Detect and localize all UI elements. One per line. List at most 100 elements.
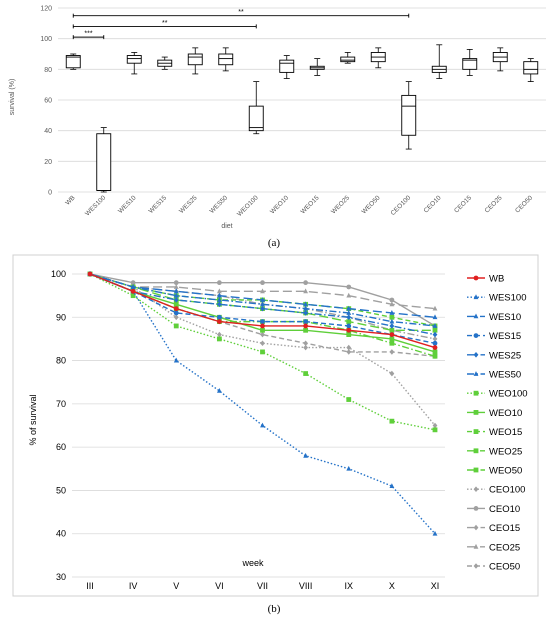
data-point bbox=[130, 288, 136, 294]
data-point bbox=[473, 524, 479, 531]
x-tick-label: III bbox=[86, 581, 94, 591]
y-tick-label: 40 bbox=[44, 128, 52, 135]
box-WES15 bbox=[157, 56, 173, 70]
data-point bbox=[303, 344, 309, 351]
data-point bbox=[473, 275, 479, 281]
data-point bbox=[216, 387, 222, 393]
data-point bbox=[432, 345, 438, 350]
y-tick-label: 30 bbox=[56, 572, 66, 582]
series-WB bbox=[87, 271, 438, 350]
data-point bbox=[303, 452, 309, 458]
data-point bbox=[389, 314, 395, 320]
data-point bbox=[216, 319, 222, 325]
y-tick-label: 120 bbox=[40, 6, 52, 13]
data-point bbox=[473, 486, 479, 492]
x-tick-label: CEO50 bbox=[514, 194, 534, 214]
legend-label: WES100 bbox=[489, 293, 527, 304]
legend-item-WES15: WES15 bbox=[467, 331, 521, 342]
y-tick-label: 80 bbox=[44, 67, 52, 74]
data-point bbox=[173, 314, 179, 321]
data-point bbox=[173, 280, 179, 286]
y-tick-label: 20 bbox=[44, 159, 52, 166]
data-point bbox=[260, 323, 265, 329]
series-line bbox=[89, 273, 436, 357]
box-iqr bbox=[523, 61, 539, 75]
data-point bbox=[130, 293, 136, 299]
significance-brackets: ******* bbox=[72, 9, 410, 40]
legend-label: CEO100 bbox=[489, 485, 525, 496]
y-tick-label: 100 bbox=[40, 36, 52, 43]
data-point bbox=[389, 301, 395, 307]
data-point bbox=[173, 292, 179, 298]
x-tick-label: CEO100 bbox=[390, 194, 413, 217]
legend-label: WEO10 bbox=[489, 408, 522, 419]
data-point bbox=[346, 292, 352, 298]
x-tick-label: CEO25 bbox=[484, 194, 504, 214]
data-point bbox=[473, 563, 479, 569]
legend-label: WES25 bbox=[489, 350, 521, 361]
x-tick-label: WEO100 bbox=[236, 194, 260, 218]
data-point bbox=[432, 305, 438, 311]
data-point bbox=[260, 349, 265, 355]
legend-item-WEO15: WEO15 bbox=[467, 427, 522, 438]
x-tick-label: XI bbox=[431, 581, 440, 591]
legend-item-CEO100: CEO100 bbox=[467, 485, 525, 496]
data-point bbox=[473, 506, 479, 511]
series-line bbox=[89, 273, 436, 344]
data-point bbox=[216, 331, 222, 338]
x-tick-label: V bbox=[173, 581, 179, 591]
legend-item-CEO50: CEO50 bbox=[467, 562, 520, 573]
line-chart-x-axis-label: week bbox=[241, 558, 264, 568]
data-point bbox=[346, 305, 352, 311]
legend-item-CEO10: CEO10 bbox=[467, 504, 520, 515]
legend-label: WEO100 bbox=[489, 389, 528, 400]
legend-label: WES15 bbox=[489, 331, 521, 342]
x-tick-label: VI bbox=[215, 581, 224, 591]
data-point bbox=[303, 310, 309, 316]
x-tick-label: WES100 bbox=[84, 194, 107, 217]
box-WEO10 bbox=[279, 55, 295, 79]
data-point bbox=[473, 429, 479, 434]
data-point bbox=[389, 340, 395, 346]
data-point bbox=[260, 340, 265, 347]
legend-item-CEO25: CEO25 bbox=[467, 542, 520, 553]
data-point bbox=[173, 297, 179, 303]
legend-item-WES100: WES100 bbox=[467, 293, 527, 304]
data-point bbox=[303, 280, 309, 286]
data-point bbox=[130, 280, 136, 286]
y-tick-label: 50 bbox=[56, 485, 66, 495]
x-tick-label: WEO25 bbox=[330, 194, 351, 215]
data-point bbox=[389, 318, 395, 324]
line-chart-series bbox=[87, 271, 438, 536]
box-CEO100 bbox=[401, 81, 417, 150]
panel-b-caption: (b) bbox=[268, 603, 281, 615]
box-CEO15 bbox=[462, 49, 478, 76]
data-point bbox=[346, 397, 352, 402]
significance-label: *** bbox=[84, 31, 92, 38]
data-point bbox=[473, 352, 479, 358]
data-point bbox=[432, 427, 438, 433]
data-point bbox=[346, 332, 352, 337]
data-point bbox=[216, 288, 222, 294]
box-WES25 bbox=[187, 47, 203, 75]
y-tick-label: 100 bbox=[51, 269, 66, 279]
series-line bbox=[89, 273, 436, 426]
data-point bbox=[260, 305, 265, 312]
data-point bbox=[216, 297, 222, 302]
box-iqr bbox=[462, 58, 478, 70]
data-point bbox=[260, 301, 265, 307]
series-line bbox=[89, 273, 436, 535]
significance-bracket: ** bbox=[72, 9, 410, 18]
y-tick-label: 40 bbox=[56, 529, 66, 539]
data-point bbox=[173, 306, 179, 312]
data-point bbox=[216, 314, 222, 320]
box-plot-y-axis-label: survival (%) bbox=[9, 79, 16, 116]
data-point bbox=[346, 284, 352, 290]
box-iqr bbox=[401, 94, 417, 136]
line-chart-gridlines bbox=[72, 273, 445, 578]
data-point bbox=[173, 310, 179, 316]
box-WEO15 bbox=[309, 58, 325, 76]
data-point bbox=[432, 331, 438, 338]
line-chart-x-tick-labels: III IV V VI VII VIII IX X XI bbox=[86, 581, 439, 591]
